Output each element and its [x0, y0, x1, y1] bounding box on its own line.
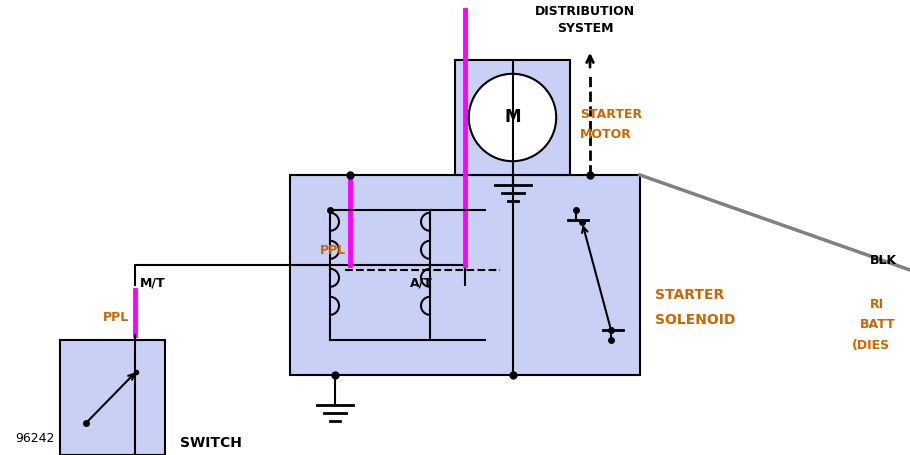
Text: STARTER: STARTER [580, 108, 642, 121]
Text: PPL: PPL [320, 244, 346, 258]
Text: BATT: BATT [860, 318, 895, 332]
Circle shape [469, 74, 556, 161]
Bar [60, 340, 165, 455]
Text: SWITCH: SWITCH [180, 436, 242, 450]
Text: SOLENOID: SOLENOID [655, 313, 735, 327]
Text: M/T: M/T [140, 277, 166, 289]
Text: 96242: 96242 [15, 431, 55, 445]
Text: (DIES: (DIES [852, 339, 890, 352]
Bar [290, 175, 640, 375]
Text: M: M [504, 108, 521, 126]
Bar [455, 60, 570, 175]
Text: BLK: BLK [870, 253, 897, 267]
Text: STARTER: STARTER [655, 288, 724, 302]
Text: SYSTEM: SYSTEM [557, 22, 613, 35]
Text: RI: RI [870, 298, 885, 312]
Text: PPL: PPL [103, 311, 129, 324]
Text: DISTRIBUTION: DISTRIBUTION [535, 5, 635, 18]
Text: A/T: A/T [410, 277, 433, 289]
Text: MOTOR: MOTOR [580, 128, 632, 142]
